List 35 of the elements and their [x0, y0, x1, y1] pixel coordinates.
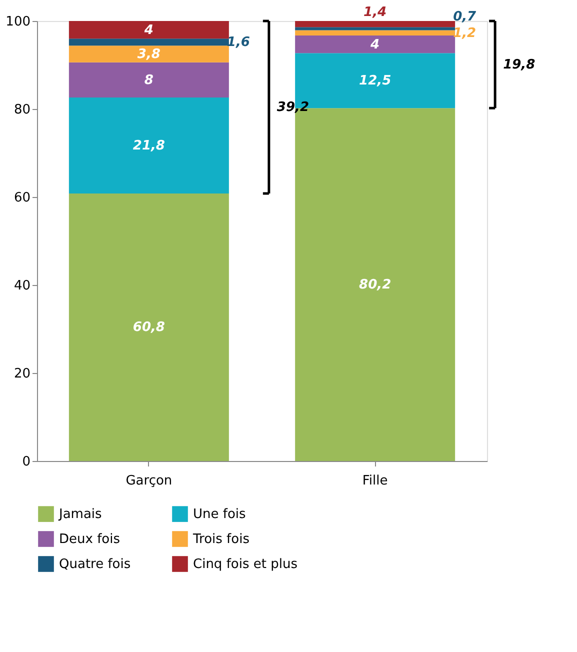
legend-label: Cinq fois et plus	[193, 557, 298, 572]
data-label: 4	[143, 22, 154, 38]
x-tick-label: Fille	[362, 474, 388, 488]
data-label: 1,4	[364, 5, 387, 20]
bar	[295, 27, 456, 30]
y-tick-label: 0	[22, 454, 30, 470]
bar	[68, 193, 229, 461]
legend-label: Deux fois	[59, 532, 120, 547]
bar	[295, 30, 456, 36]
data-label: 60,8	[132, 320, 165, 336]
text: 19,8	[503, 58, 536, 73]
y-tick-label: 60	[14, 190, 30, 206]
bar	[68, 21, 229, 39]
y-tick-label: 100	[6, 14, 30, 30]
data-label: 8	[144, 72, 154, 88]
bar	[295, 36, 456, 54]
bar	[68, 62, 229, 98]
legend-label: Une fois	[193, 507, 246, 522]
data-label: 4	[370, 37, 380, 52]
legend-label: Quatre fois	[59, 557, 131, 572]
bar	[68, 38, 229, 46]
x-tick-label: Garçon	[126, 474, 172, 488]
bar	[68, 46, 229, 62]
data-label: 0,7	[453, 10, 478, 25]
data-label: 12,5	[359, 74, 392, 89]
y-tick-label: 40	[14, 278, 30, 294]
y-tick-label: 20	[14, 366, 30, 382]
bar	[68, 98, 229, 194]
data-label: 21,8	[132, 138, 165, 154]
legend-label: Jamais	[58, 507, 102, 522]
legend-label: Trois fois	[192, 532, 250, 547]
data-label: 3,8	[137, 47, 160, 62]
y-tick-label: 80	[14, 102, 30, 118]
data-label: 80,2	[359, 278, 392, 293]
bar	[295, 21, 456, 28]
